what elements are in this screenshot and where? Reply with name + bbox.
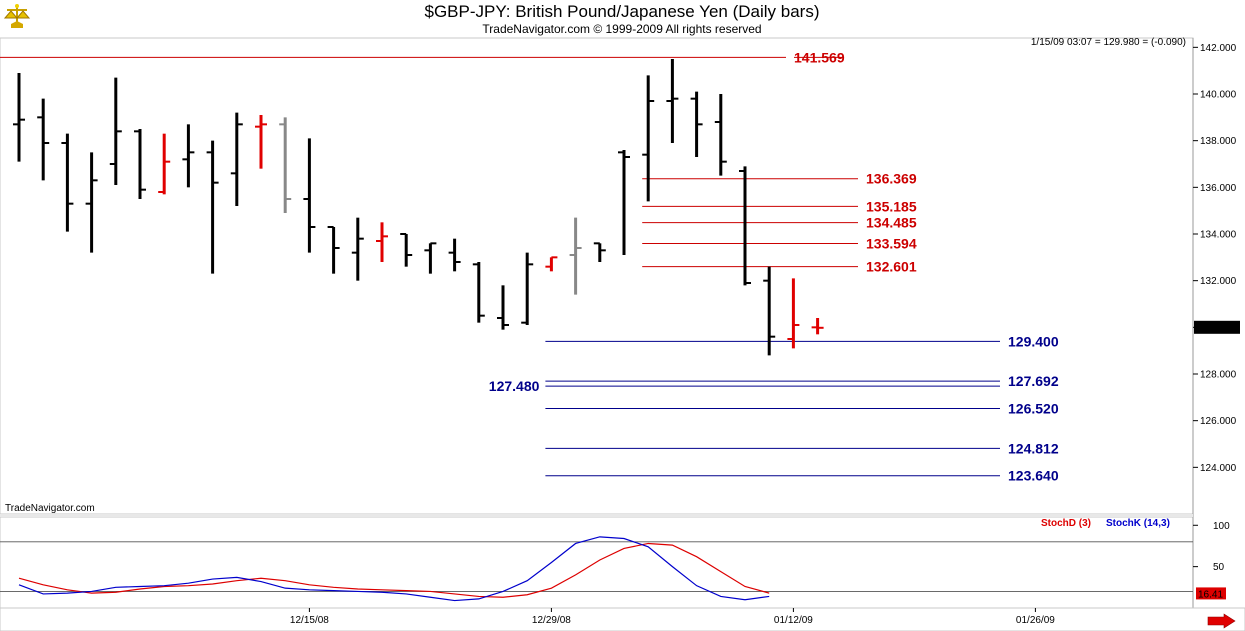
ohlc-bar bbox=[158, 133, 171, 195]
ohlc-bar bbox=[61, 133, 74, 232]
ohlc-bar bbox=[739, 166, 751, 286]
level-label: 136.369 bbox=[866, 171, 917, 187]
x-tick-label: 12/15/08 bbox=[290, 615, 329, 626]
ohlc-bar bbox=[569, 217, 582, 295]
level-label: 134.485 bbox=[866, 215, 917, 231]
ohlc-bar bbox=[424, 242, 437, 274]
arrow-right-icon[interactable] bbox=[1207, 613, 1236, 629]
ohlc-bar bbox=[811, 318, 824, 335]
level-label: 126.520 bbox=[1008, 401, 1059, 417]
price-readout: 1/15/09 03:07 = 129.980 = (-0.090) bbox=[1031, 37, 1186, 48]
level-label: 129.400 bbox=[1008, 333, 1059, 349]
ohlc-bar bbox=[85, 152, 98, 253]
ohlc-bar bbox=[206, 140, 219, 274]
ohlc-bar bbox=[690, 91, 703, 157]
ohlc-bar bbox=[497, 285, 509, 330]
y-tick-label: 136.000 bbox=[1200, 183, 1237, 194]
ohlc-bar bbox=[666, 59, 679, 143]
current-price-tag bbox=[1194, 320, 1240, 334]
ohlc-bar bbox=[593, 242, 606, 262]
y-tick-label: 132.000 bbox=[1200, 276, 1237, 287]
ohlc-bar bbox=[787, 278, 800, 349]
stoch-series-line bbox=[18, 542, 770, 598]
level-label: 133.594 bbox=[866, 235, 917, 251]
ohlc-bar bbox=[763, 266, 776, 356]
ohlc-bar bbox=[545, 256, 558, 272]
ohlc-bar bbox=[109, 77, 122, 185]
ohlc-bar bbox=[255, 115, 267, 169]
y-tick-label: 134.000 bbox=[1200, 230, 1237, 241]
ohlc-bar bbox=[642, 75, 655, 202]
y-tick-label: 142.000 bbox=[1200, 43, 1237, 54]
ohlc-bar bbox=[472, 262, 485, 323]
stoch-y-tick-label: 50 bbox=[1213, 562, 1225, 573]
ohlc-bar bbox=[521, 252, 534, 325]
ohlc-bar bbox=[230, 112, 243, 206]
ohlc-bar bbox=[448, 238, 461, 272]
ohlc-bar bbox=[13, 73, 25, 162]
x-tick-label: 01/12/09 bbox=[774, 615, 813, 626]
stoch-value-label: 16.41 bbox=[1198, 589, 1223, 600]
ohlc-bar bbox=[400, 233, 413, 267]
ohlc-bar bbox=[714, 94, 727, 176]
ohlc-bar bbox=[279, 117, 292, 213]
y-tick-label: 124.000 bbox=[1200, 463, 1237, 474]
watermark-text: TradeNavigator.com bbox=[5, 503, 95, 514]
ohlc-bar bbox=[182, 124, 195, 188]
stoch-value-tag bbox=[1196, 587, 1226, 600]
ohlc-bar bbox=[303, 138, 316, 253]
y-tick-label: 126.000 bbox=[1200, 416, 1237, 427]
ohlc-bar bbox=[134, 129, 146, 199]
level-label: 135.185 bbox=[866, 198, 917, 214]
ohlc-bar bbox=[618, 150, 630, 255]
level-label: 127.480 bbox=[489, 378, 540, 394]
panel-divider bbox=[0, 514, 1193, 517]
time-axis bbox=[0, 607, 1245, 631]
stoch-series-line bbox=[18, 536, 770, 602]
ohlc-bar bbox=[37, 98, 50, 181]
y-tick-label: 138.000 bbox=[1200, 136, 1237, 147]
level-label: 127.692 bbox=[1008, 373, 1059, 389]
level-label: 132.601 bbox=[866, 259, 917, 275]
x-tick-label: 01/26/09 bbox=[1016, 615, 1055, 626]
y-tick-label: 140.000 bbox=[1200, 90, 1237, 101]
copyright-text: TradeNavigator.com © 1999-2009 All right… bbox=[482, 22, 761, 36]
level-label: 124.812 bbox=[1008, 440, 1059, 456]
ohlc-bar bbox=[376, 222, 388, 262]
chart-title: $GBP-JPY: British Pound/Japanese Yen (Da… bbox=[425, 2, 820, 21]
x-tick-label: 12/29/08 bbox=[532, 615, 571, 626]
current-price-label: 129.980 bbox=[1196, 323, 1233, 334]
ohlc-bar bbox=[327, 226, 340, 274]
stoch-legend-k: StochK (14,3) bbox=[1106, 518, 1170, 529]
level-label: 123.640 bbox=[1008, 468, 1059, 484]
stoch-legend-d: StochD (3) bbox=[1041, 518, 1091, 529]
scales-icon[interactable] bbox=[3, 4, 31, 28]
ohlc-bar bbox=[351, 217, 364, 281]
stoch-y-tick-label: 100 bbox=[1213, 521, 1230, 532]
y-tick-label: 128.000 bbox=[1200, 370, 1237, 381]
